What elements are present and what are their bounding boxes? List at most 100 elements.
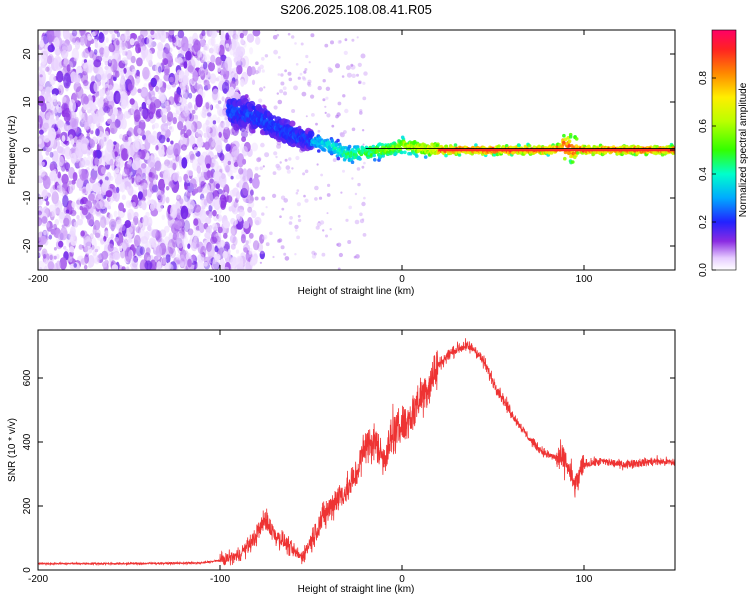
- noise-blob: [137, 191, 143, 200]
- noise-blob: [133, 215, 139, 226]
- noise-blob: [195, 129, 203, 138]
- noise-blob: [224, 116, 228, 121]
- ridge-cell: [403, 150, 407, 155]
- noise-blob: [105, 66, 113, 80]
- noise-blob: [86, 167, 90, 171]
- noise-blob: [153, 179, 157, 185]
- ridge-cell: [567, 139, 572, 143]
- noise-blob: [147, 155, 156, 168]
- noise-blob: [193, 204, 202, 213]
- noise-blob: [251, 210, 257, 219]
- noise-blob: [179, 254, 186, 267]
- noise-blob: [181, 144, 187, 151]
- noise-speck: [285, 165, 291, 170]
- noise-blob: [155, 62, 163, 75]
- noise-blob: [91, 104, 97, 112]
- noise-blob: [208, 47, 214, 54]
- noise-blob: [218, 108, 226, 117]
- noise-blob: [100, 133, 108, 147]
- noise-blob: [139, 30, 148, 38]
- noise-blob: [208, 61, 215, 72]
- noise-blob: [222, 251, 228, 259]
- noise-blob: [68, 99, 77, 113]
- noise-blob: [107, 243, 114, 252]
- noise-blob: [242, 158, 247, 165]
- noise-blob: [236, 213, 241, 220]
- noise-blob: [124, 247, 132, 263]
- noise-speck: [296, 189, 300, 192]
- x-tick-label: -200: [28, 274, 48, 285]
- noise-blob: [217, 172, 222, 177]
- noise-speck: [291, 167, 294, 170]
- noise-blob: [224, 243, 229, 250]
- noise-blob: [166, 160, 174, 169]
- noise-blob: [63, 72, 72, 89]
- noise-blob: [225, 43, 230, 48]
- noise-blob: [41, 161, 45, 166]
- noise-blob: [112, 107, 119, 117]
- ridge-cell: [330, 138, 334, 143]
- noise-blob: [57, 84, 64, 96]
- noise-blob: [68, 33, 73, 40]
- noise-blob: [183, 61, 188, 69]
- noise-blob: [222, 62, 228, 72]
- noise-blob: [65, 209, 70, 214]
- noise-blob: [192, 176, 199, 186]
- noise-blob: [89, 148, 93, 154]
- noise-blob: [108, 102, 112, 108]
- noise-blob: [105, 37, 109, 43]
- noise-blob: [88, 193, 95, 201]
- noise-blob: [233, 201, 238, 208]
- noise-blob: [39, 129, 44, 135]
- noise-speck: [283, 252, 287, 256]
- noise-blob: [151, 184, 159, 193]
- noise-blob: [248, 232, 254, 239]
- noise-speck: [351, 127, 356, 132]
- noise-blob: [193, 229, 201, 238]
- noise-blob: [197, 50, 203, 58]
- noise-blob: [202, 106, 206, 112]
- noise-blob: [116, 186, 120, 194]
- noise-blob: [212, 114, 218, 123]
- noise-blob: [203, 55, 207, 62]
- noise-blob: [63, 214, 72, 228]
- y-tick-label: -10: [22, 190, 33, 205]
- noise-blob: [164, 178, 169, 186]
- noise-blob: [158, 149, 165, 158]
- noise-blob: [38, 54, 41, 62]
- noise-blob: [209, 178, 214, 184]
- noise-speck: [286, 169, 291, 174]
- noise-blob: [192, 254, 196, 260]
- noise-blob: [94, 42, 99, 49]
- noise-blob: [56, 260, 61, 270]
- noise-speck: [359, 212, 363, 217]
- noise-blob: [65, 168, 69, 172]
- noise-blob: [110, 114, 115, 120]
- noise-blob: [45, 201, 50, 206]
- noise-blob: [56, 106, 63, 113]
- x-tick-label: 0: [399, 274, 405, 285]
- noise-blob: [84, 254, 89, 264]
- noise-blob: [206, 192, 214, 204]
- noise-blob: [210, 54, 216, 64]
- noise-speck: [305, 115, 308, 118]
- noise-blob: [38, 138, 42, 145]
- noise-blob: [64, 149, 72, 160]
- noise-speck: [315, 122, 318, 126]
- ridge-cell: [562, 140, 566, 145]
- noise-blob: [236, 64, 243, 75]
- noise-blob: [133, 234, 141, 247]
- noise-blob: [216, 75, 222, 82]
- noise-speck: [361, 129, 365, 132]
- noise-speck: [291, 35, 295, 39]
- noise-speck: [264, 54, 269, 58]
- noise-blob: [164, 100, 169, 108]
- noise-blob: [75, 142, 84, 159]
- noise-blob: [110, 233, 115, 239]
- noise-blob: [217, 100, 222, 105]
- noise-blob: [150, 96, 158, 104]
- noise-blob: [146, 35, 153, 48]
- noise-blob: [113, 37, 120, 49]
- noise-blob: [158, 238, 163, 243]
- noise-blob: [199, 39, 206, 47]
